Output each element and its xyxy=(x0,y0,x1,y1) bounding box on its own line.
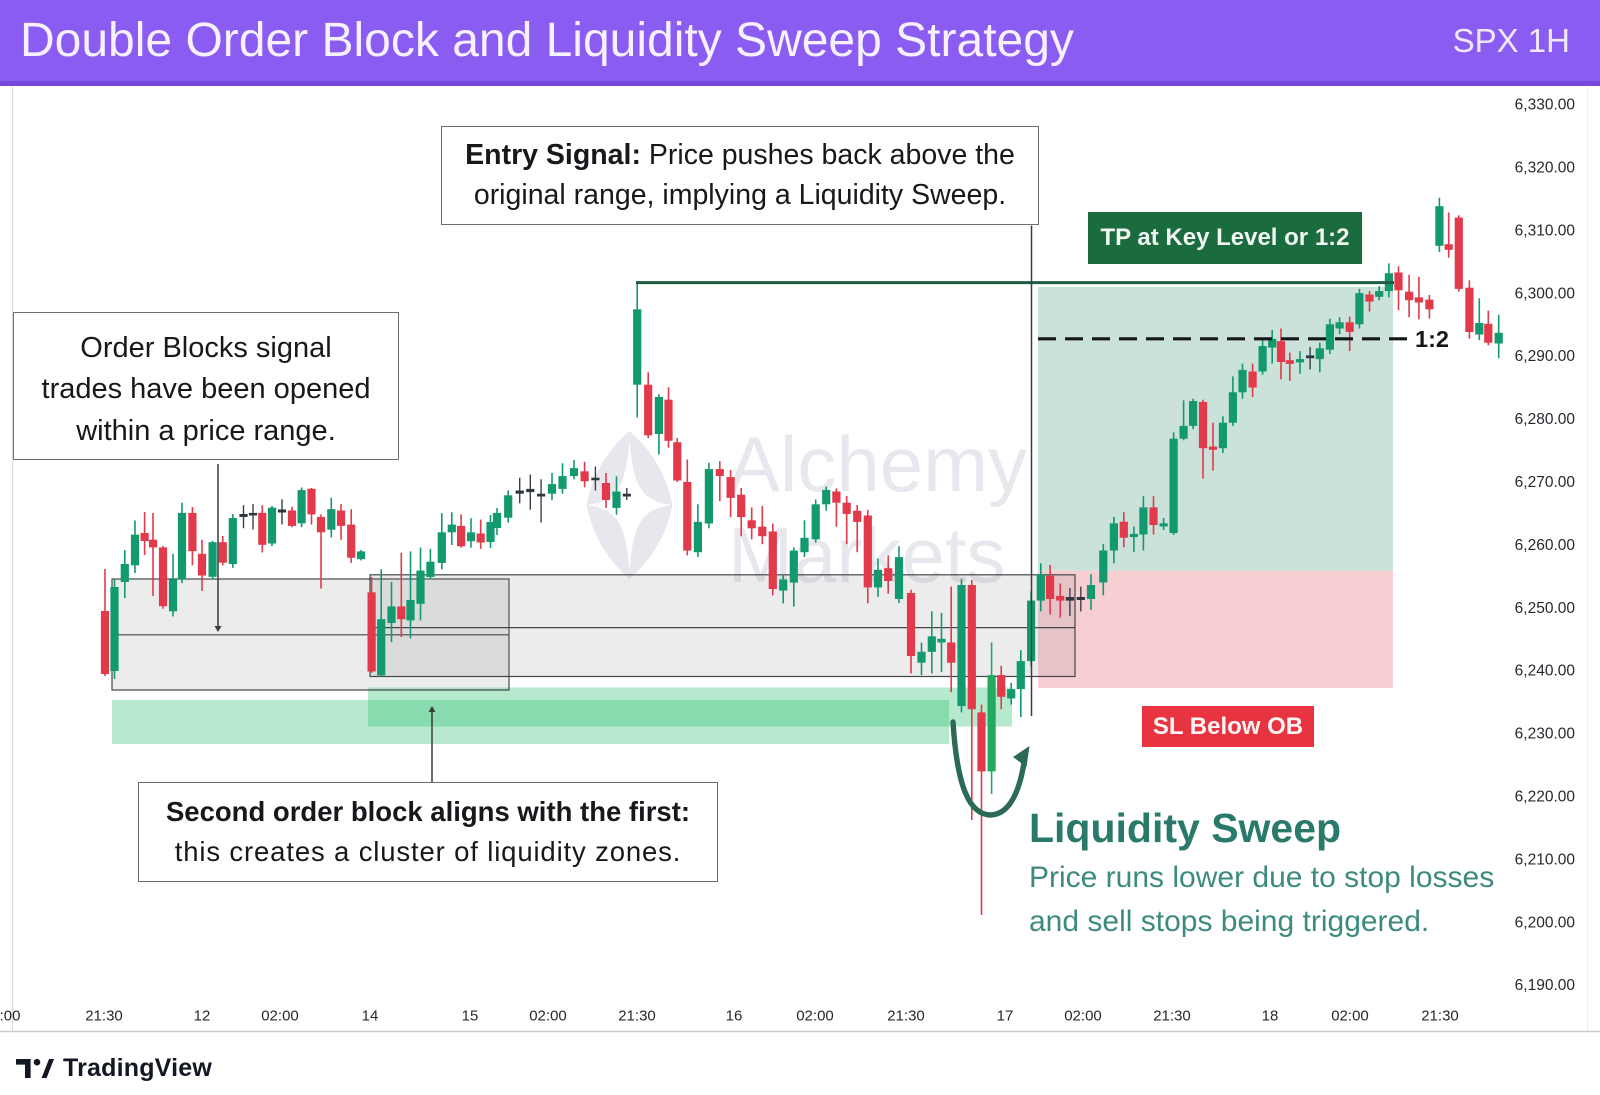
svg-text:21:30: 21:30 xyxy=(618,1008,656,1025)
svg-text:1:2: 1:2 xyxy=(1415,326,1449,352)
svg-text:6,210.00: 6,210.00 xyxy=(1515,851,1576,868)
svg-text:6,260.00: 6,260.00 xyxy=(1515,537,1576,554)
svg-text:6,230.00: 6,230.00 xyxy=(1515,726,1576,743)
svg-text:16: 16 xyxy=(726,1008,743,1025)
svg-text:6,330.00: 6,330.00 xyxy=(1515,97,1576,114)
svg-text:02:00: 02:00 xyxy=(261,1008,299,1025)
svg-text:6,290.00: 6,290.00 xyxy=(1515,348,1576,365)
svg-text:6,190.00: 6,190.00 xyxy=(1515,977,1576,994)
svg-text:18: 18 xyxy=(1262,1008,1279,1025)
svg-text:21:30: 21:30 xyxy=(1421,1008,1459,1025)
svg-text::00: :00 xyxy=(0,1008,20,1025)
svg-text:6,220.00: 6,220.00 xyxy=(1515,789,1576,806)
svg-text:Alchemy: Alchemy xyxy=(728,420,1027,508)
svg-text:6,250.00: 6,250.00 xyxy=(1515,600,1576,617)
svg-text:02:00: 02:00 xyxy=(796,1008,834,1025)
svg-text:21:30: 21:30 xyxy=(1153,1008,1191,1025)
svg-text:21:30: 21:30 xyxy=(85,1008,123,1025)
svg-text:6,310.00: 6,310.00 xyxy=(1515,222,1576,239)
svg-text:02:00: 02:00 xyxy=(529,1008,567,1025)
svg-text:02:00: 02:00 xyxy=(1064,1008,1102,1025)
svg-text:6,320.00: 6,320.00 xyxy=(1515,160,1576,177)
svg-text:6,240.00: 6,240.00 xyxy=(1515,663,1576,680)
svg-text:6,200.00: 6,200.00 xyxy=(1515,914,1576,931)
svg-text:6,280.00: 6,280.00 xyxy=(1515,411,1576,428)
svg-text:21:30: 21:30 xyxy=(887,1008,925,1025)
svg-text:15: 15 xyxy=(462,1008,479,1025)
svg-text:14: 14 xyxy=(362,1008,379,1025)
svg-text:12: 12 xyxy=(194,1008,211,1025)
svg-text:17: 17 xyxy=(997,1008,1014,1025)
svg-text:6,300.00: 6,300.00 xyxy=(1515,285,1576,302)
svg-text:6,270.00: 6,270.00 xyxy=(1515,474,1576,491)
svg-text:02:00: 02:00 xyxy=(1331,1008,1369,1025)
